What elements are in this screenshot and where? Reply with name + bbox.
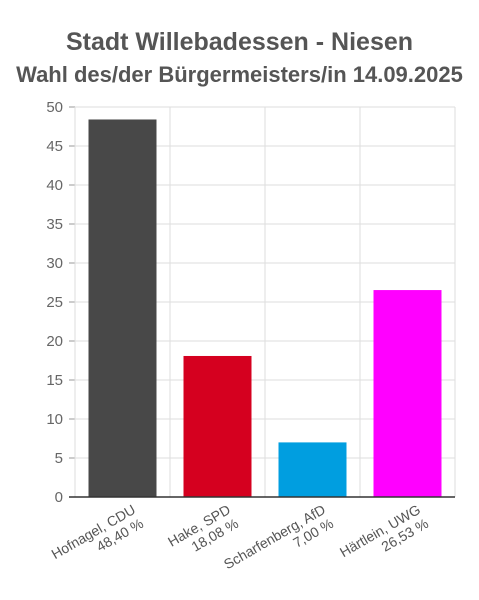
x-tick-label: Scharfenberg, AfD7,00 %: [221, 501, 336, 586]
bar: [88, 119, 157, 497]
x-tick-label: Hofnagel, CDU48,40 %: [48, 501, 146, 576]
y-tick-label: 5: [55, 450, 63, 467]
bar: [373, 290, 442, 497]
bar: [278, 442, 347, 497]
y-tick-label: 45: [46, 138, 63, 155]
chart-subtitle: Wahl des/der Bürgermeisters/in 14.09.202…: [16, 62, 463, 87]
y-tick-label: 0: [55, 489, 63, 506]
y-tick-label: 10: [46, 411, 63, 428]
y-tick-label: 50: [46, 99, 63, 116]
x-tick-label: Härtlein, UWG26,53 %: [337, 501, 431, 574]
y-tick-label: 30: [46, 255, 63, 272]
y-tick-label: 40: [46, 177, 63, 194]
y-tick-label: 20: [46, 333, 63, 350]
y-tick-label: 35: [46, 216, 63, 233]
y-tick-label: 25: [46, 294, 63, 311]
y-tick-label: 15: [46, 372, 63, 389]
chart-title: Stadt Willebadessen - Niesen: [65, 28, 414, 56]
bar: [183, 355, 252, 497]
